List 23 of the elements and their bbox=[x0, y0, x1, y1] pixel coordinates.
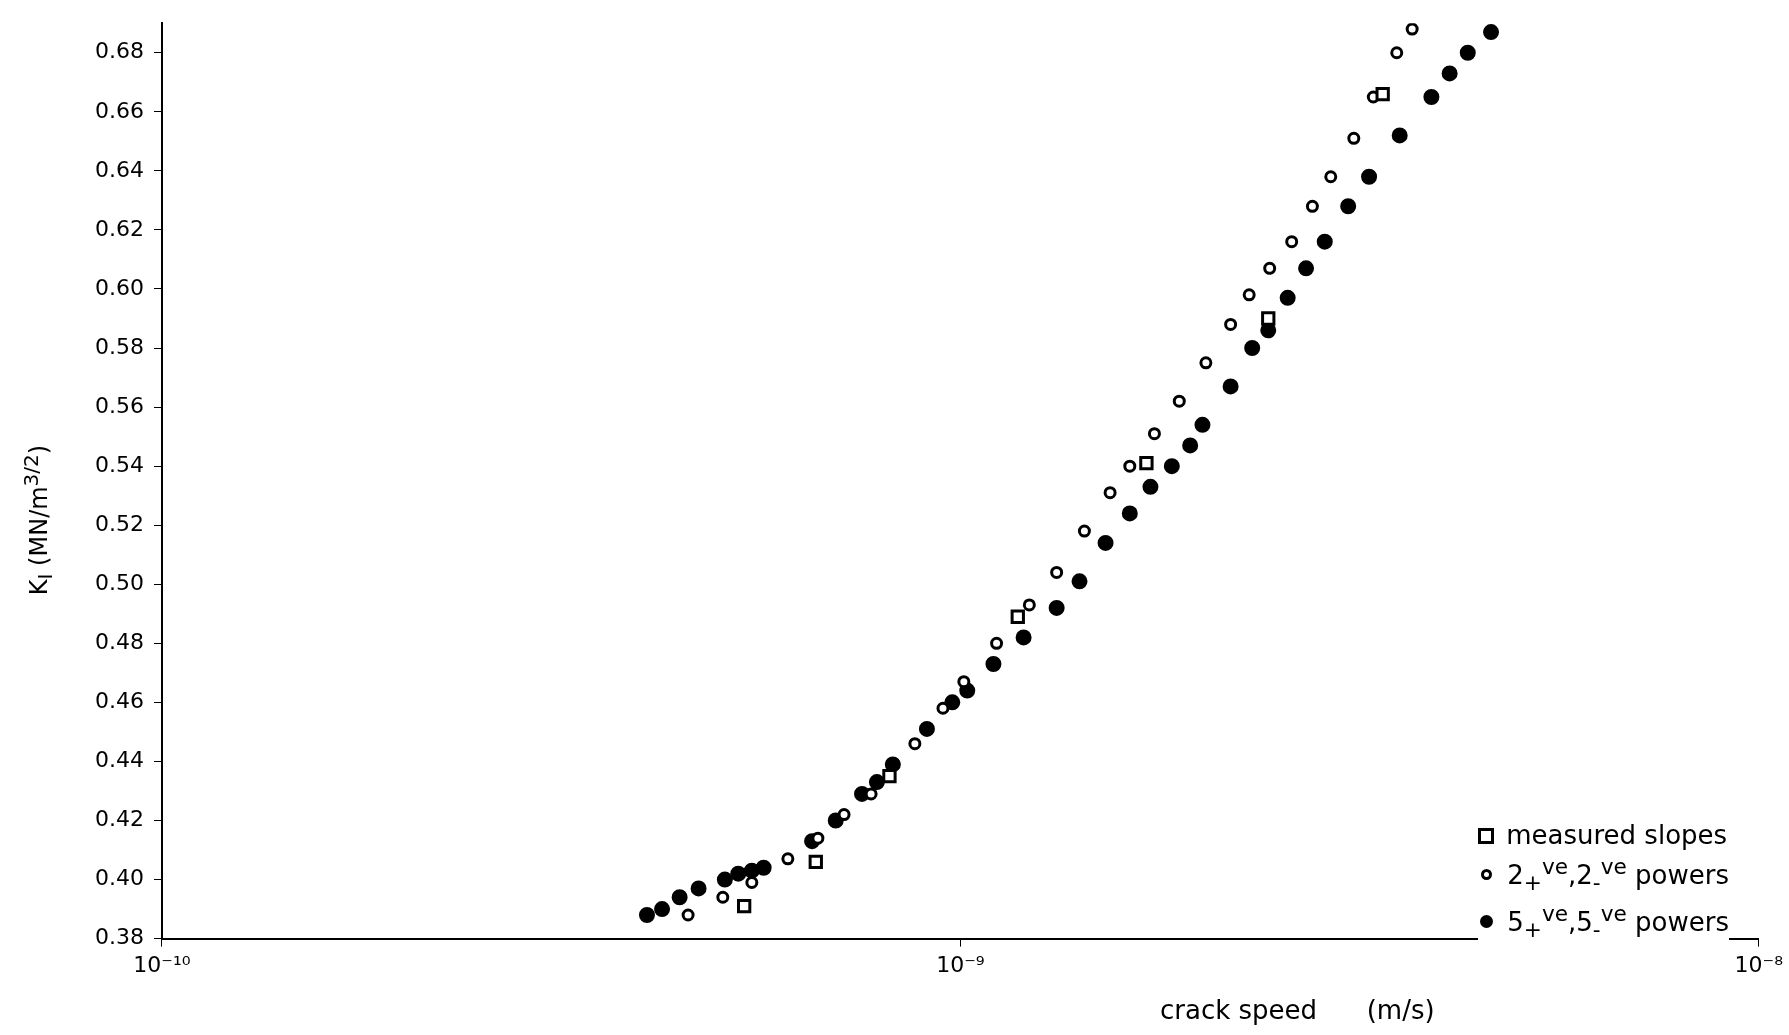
y-tick-label: 0.40 bbox=[95, 865, 144, 891]
y-tick-label: 0.58 bbox=[95, 333, 144, 359]
y-tick-label: 0.56 bbox=[95, 392, 144, 418]
x-tick-label: 10⁻¹⁰ bbox=[133, 951, 191, 977]
y-tick-label: 0.66 bbox=[95, 97, 144, 123]
y-tick-label: 0.46 bbox=[95, 688, 144, 714]
y-tick-label: 0.48 bbox=[95, 629, 144, 655]
legend-label: 2$_{+}$$^{ve}$,2$_{-}$$^{ve}$ powers bbox=[1507, 853, 1729, 898]
y-tick-label: 0.38 bbox=[95, 924, 144, 950]
y-tick-label: 0.54 bbox=[95, 451, 144, 477]
y-tick-label: 0.62 bbox=[95, 215, 144, 241]
legend-label: measured slopes bbox=[1506, 820, 1728, 852]
x-tick-label: 10⁻⁸ bbox=[1734, 951, 1784, 977]
y-tick-label: 0.68 bbox=[95, 38, 144, 64]
y-tick-label: 0.60 bbox=[95, 274, 144, 300]
y-tick-label: 0.64 bbox=[95, 156, 144, 182]
x-tick-label: 10⁻⁹ bbox=[936, 951, 985, 977]
y-tick-label: 0.52 bbox=[95, 510, 144, 536]
y-tick-label: 0.42 bbox=[95, 806, 144, 832]
y-tick-label: 0.50 bbox=[95, 569, 144, 595]
legend-label: 5$_{+}$$^{ve}$,5$_{-}$$^{ve}$ powers bbox=[1507, 900, 1729, 944]
y-tick-label: 0.44 bbox=[95, 747, 144, 773]
x-axis-title: crack speed (m/s) bbox=[1160, 995, 1435, 1025]
